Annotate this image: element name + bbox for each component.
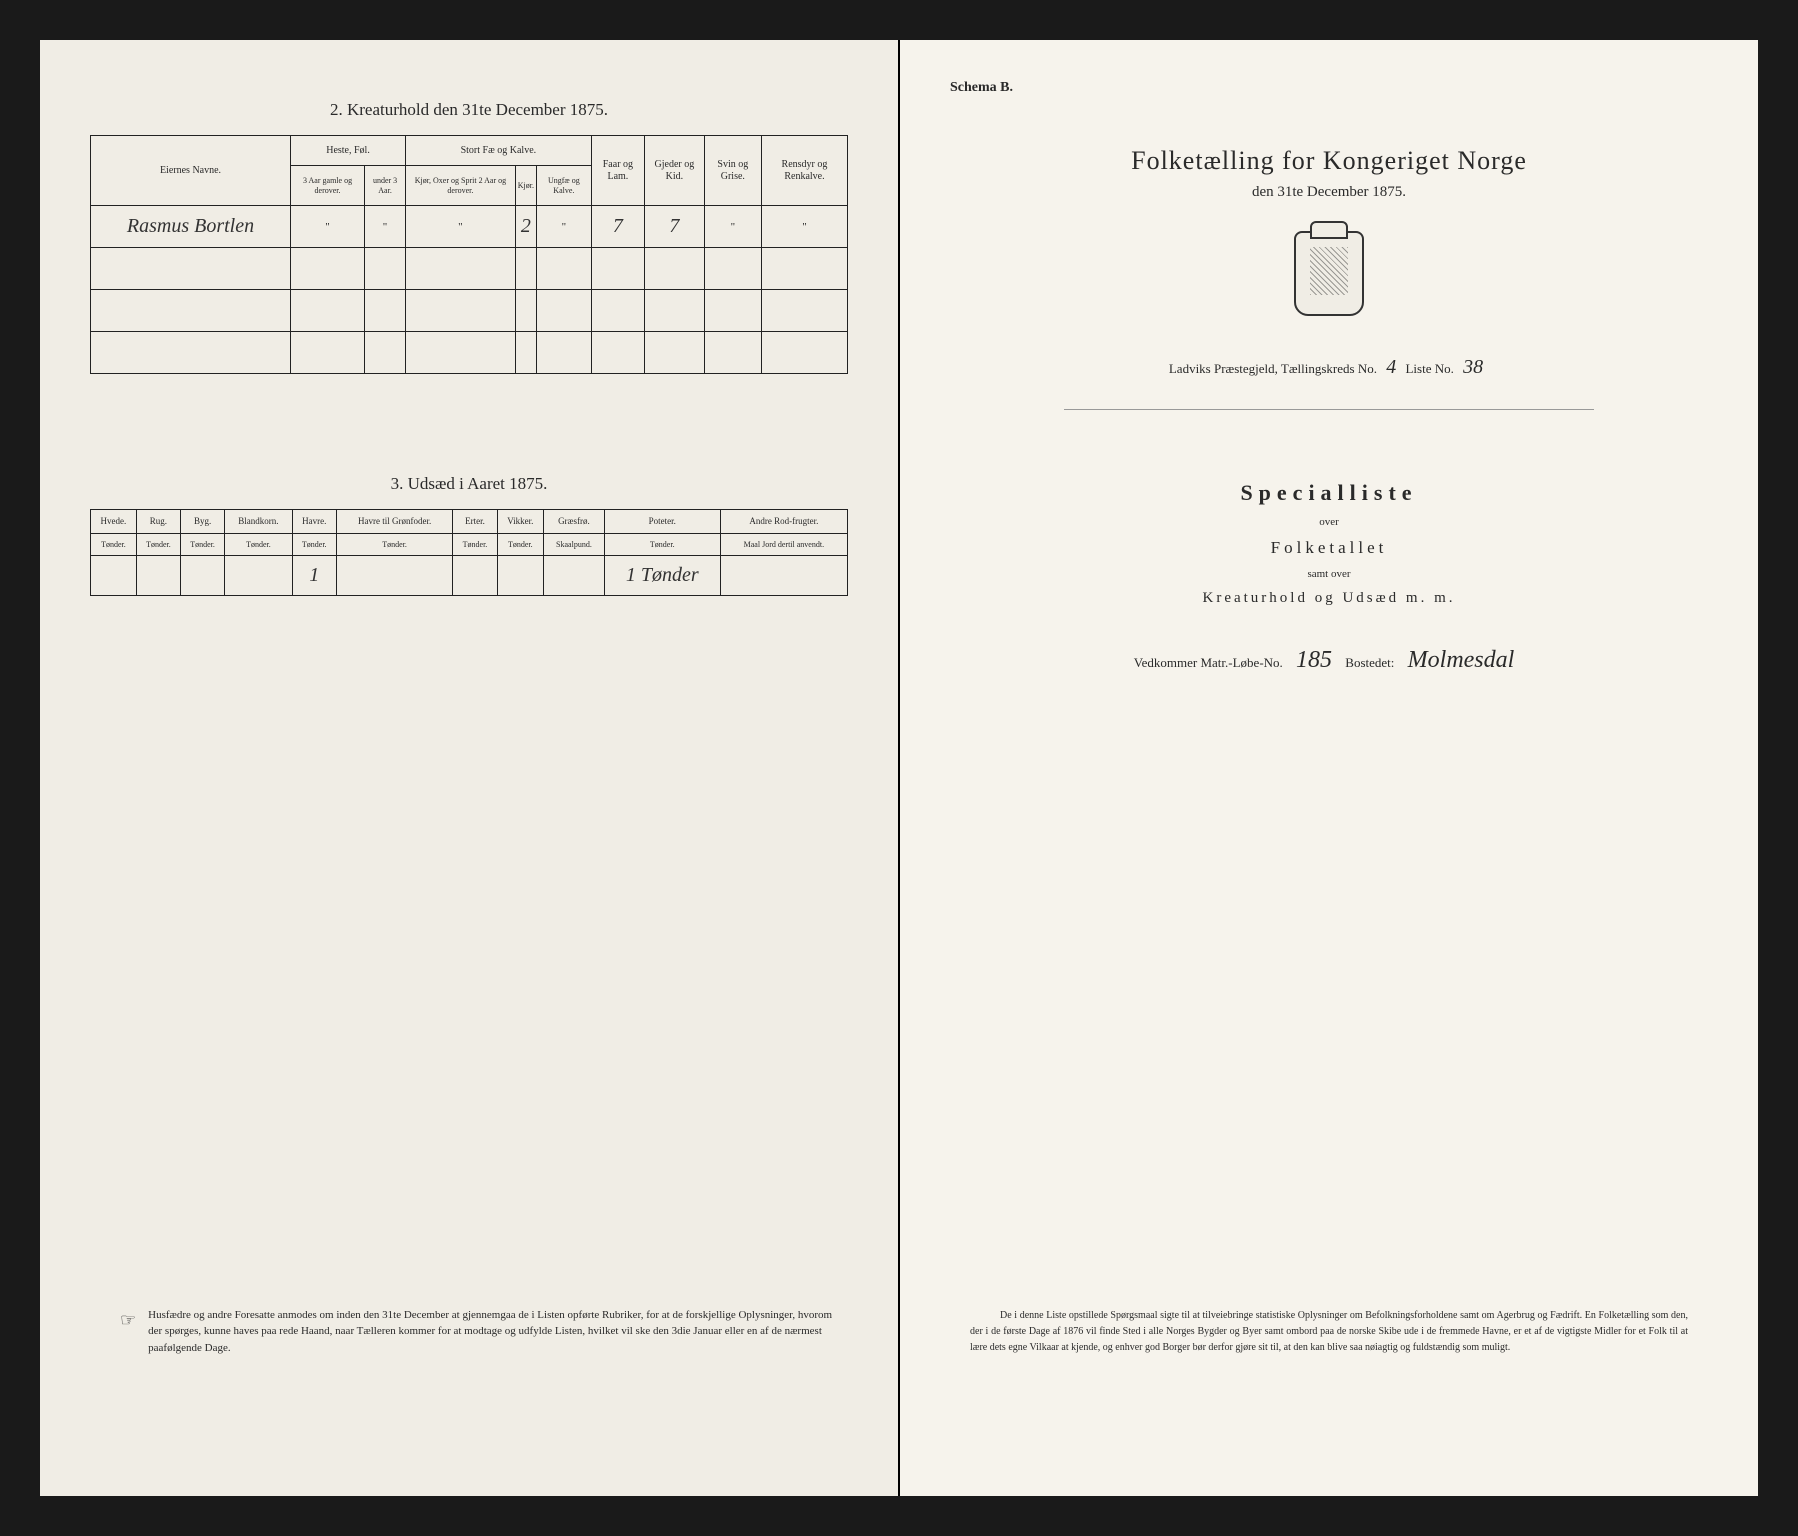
sub-c1: Kjør, Oxer og Sprit 2 Aar og derover.: [406, 166, 516, 206]
right-page: Schema B. Folketælling for Kongeriget No…: [900, 40, 1758, 1496]
h: Havre til Grønfoder.: [336, 510, 453, 534]
pointing-hand-icon: ☞: [120, 1307, 136, 1357]
cell-owner: Rasmus Bortlen: [91, 206, 291, 248]
over-label: over: [950, 516, 1708, 528]
divider: [1064, 409, 1595, 410]
kreds-no: 4: [1386, 356, 1396, 378]
cell: ": [704, 206, 761, 248]
sub-h2: under 3 Aar.: [365, 166, 406, 206]
main-title: Folketælling for Kongeriget Norge: [950, 146, 1708, 176]
h: Havre.: [292, 510, 336, 534]
u: Tønder.: [604, 533, 720, 556]
sub-h1: 3 Aar gamle og derover.: [291, 166, 365, 206]
u: Tønder.: [225, 533, 292, 556]
header-pigs: Svin og Grise.: [704, 136, 761, 206]
header-goats: Gjeder og Kid.: [645, 136, 705, 206]
h: Vikker.: [497, 510, 544, 534]
specialliste-title: Specialliste: [950, 480, 1708, 506]
u: Tønder.: [497, 533, 544, 556]
bostedet: Molmesdal: [1408, 647, 1515, 673]
samt-label: samt over: [950, 568, 1708, 580]
header-reindeer: Rensdyr og Renkalve.: [761, 136, 847, 206]
coat-of-arms-icon: [1294, 231, 1364, 316]
u: Tønder.: [336, 533, 453, 556]
sub-c2: Kjør.: [515, 166, 536, 206]
cell-havre: 1: [292, 556, 336, 596]
bostedet-label: Bostedet:: [1345, 655, 1394, 670]
sub-c3: Ungfæ og Kalve.: [537, 166, 592, 206]
left-page: 2. Kreaturhold den 31te December 1875. E…: [40, 40, 898, 1496]
matr-no: 185: [1296, 647, 1332, 673]
cell: ": [291, 206, 365, 248]
cell: 2: [515, 206, 536, 248]
meta-prefix: Ladviks Præstegjeld, Tællingskreds No.: [1169, 361, 1377, 376]
h: Andre Rod-frugter.: [720, 510, 847, 534]
left-footnote: ☞ Husfædre og andre Foresatte anmodes om…: [120, 1307, 838, 1357]
header-horses: Heste, Føl.: [291, 136, 406, 166]
u: Tønder.: [136, 533, 180, 556]
cell: ": [537, 206, 592, 248]
cell: ": [406, 206, 516, 248]
seed-table: Hvede. Rug. Byg. Blandkorn. Havre. Havre…: [90, 509, 848, 596]
cell: 7: [591, 206, 644, 248]
livestock-table: Eiernes Navne. Heste, Føl. Stort Fæ og K…: [90, 135, 848, 374]
u: Tønder.: [181, 533, 225, 556]
header-cattle: Stort Fæ og Kalve.: [406, 136, 592, 166]
h: Blandkorn.: [225, 510, 292, 534]
right-footnote: De i denne Liste opstillede Spørgsmaal s…: [970, 1308, 1688, 1356]
u: Tønder.: [91, 533, 137, 556]
header-owner: Eiernes Navne.: [91, 136, 291, 206]
folketallet: Folketallet: [950, 538, 1708, 558]
cell-poteter: 1 Tønder: [604, 556, 720, 596]
cell: ": [761, 206, 847, 248]
u: Tønder.: [292, 533, 336, 556]
h: Byg.: [181, 510, 225, 534]
h: Græsfrø.: [544, 510, 605, 534]
kreaturhold: Kreaturhold og Udsæd m. m.: [950, 590, 1708, 607]
schema-label: Schema B.: [950, 80, 1708, 96]
vedkommer-label: Vedkommer Matr.-Løbe-No.: [1134, 655, 1283, 670]
u: Skaalpund.: [544, 533, 605, 556]
liste-no: 38: [1463, 356, 1483, 378]
table-row: Rasmus Bortlen " " " 2 " 7 7 " ": [91, 206, 848, 248]
u: Maal Jord dertil anvendt.: [720, 533, 847, 556]
h: Rug.: [136, 510, 180, 534]
header-sheep: Faar og Lam.: [591, 136, 644, 206]
cell: ": [365, 206, 406, 248]
h: Erter.: [453, 510, 497, 534]
document-spread: 2. Kreaturhold den 31te December 1875. E…: [40, 40, 1758, 1496]
subtitle: den 31te December 1875.: [950, 184, 1708, 201]
footnote-text: Husfædre og andre Foresatte anmodes om i…: [148, 1307, 838, 1357]
meta-line: Ladviks Præstegjeld, Tællingskreds No. 4…: [950, 356, 1708, 379]
section2-title: 2. Kreaturhold den 31te December 1875.: [90, 100, 848, 120]
section3-title: 3. Udsæd i Aaret 1875.: [90, 474, 848, 494]
u: Tønder.: [453, 533, 497, 556]
liste-label: Liste No.: [1405, 361, 1453, 376]
h: Hvede.: [91, 510, 137, 534]
vedkommer-line: Vedkommer Matr.-Løbe-No. 185 Bostedet: M…: [950, 647, 1708, 674]
h: Poteter.: [604, 510, 720, 534]
cell: 7: [645, 206, 705, 248]
